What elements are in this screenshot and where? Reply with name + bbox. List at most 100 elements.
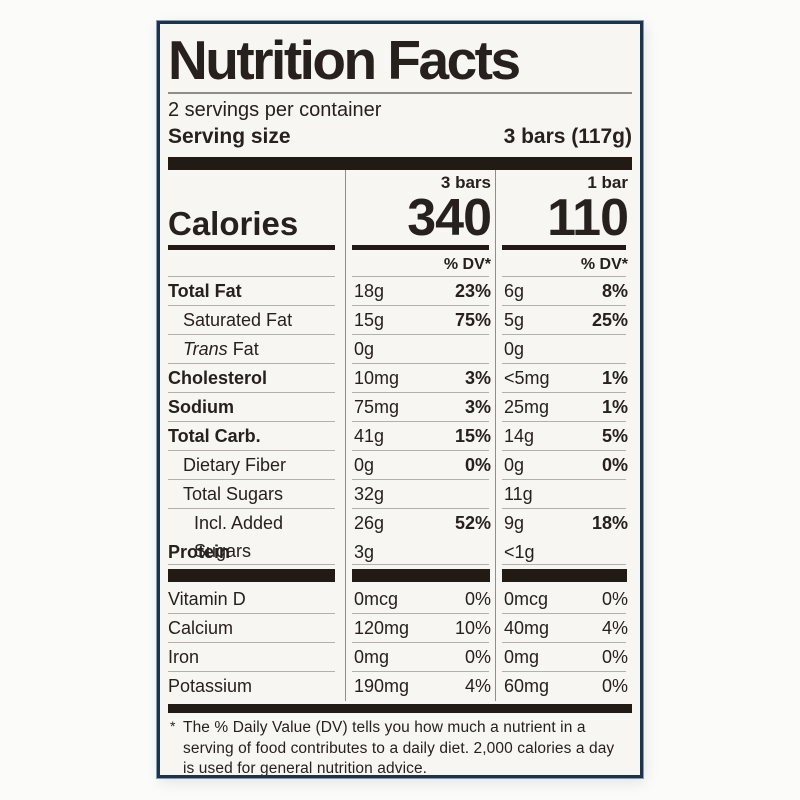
value-cell-3-bars: 190mg 4% [345,672,495,701]
dv-3-bars: 23% [454,281,491,301]
amount-1-bar: 11g [504,484,533,504]
value-cell-3-bars: 75mg 3% [345,393,495,422]
amount-1-bar: 0mcg [504,589,549,609]
value-cell-3-bars: 3g [345,538,495,567]
nutrient-name: Sodium [168,397,234,417]
nutrient-name: Fat [232,339,259,359]
dv-1-bar: 8% [601,281,628,301]
value-cell-1-bar: 25mg 1% [495,393,632,422]
nutrition-facts-label: Nutrition Facts 2 servings per container… [157,21,643,778]
calories-column-headers: 3 bars 1 bar [168,170,632,194]
amount-1-bar: 40mg [504,618,550,638]
label-title: Nutrition Facts [168,29,521,91]
amount-3-bars: 0g [354,455,375,475]
dv-3-bars: 3% [464,368,491,388]
amount-1-bar: 14g [504,426,535,446]
nutrient-name-italic: Trans [183,339,233,359]
serving-size-row: Serving size 3 bars (117g) [168,123,632,151]
nutrient-name-cell: Protein [168,538,345,567]
value-cell-3-bars: 10mg 3% [345,364,495,393]
dv-1-bar: 0% [601,589,628,609]
dv-3-bars: 75% [454,310,491,330]
dv-1-bar: 0% [601,676,628,696]
nutrient-row: Saturated Fat 15g 75% 5g 25% [168,306,632,335]
title-rule [168,92,632,94]
nutrient-name-cell: Trans Fat [168,335,345,364]
nutrient-row: Trans Fat 0g 0g [168,335,632,364]
nutrient-name-cell: Dietary Fiber [168,451,345,480]
nutrient-name-cell: Vitamin D [168,585,345,614]
nutrient-row: Incl. Added Sugars 26g 52% 9g 18% [168,509,632,565]
amount-3-bars: 41g [354,426,385,446]
daily-value-header-row: % DV* % DV* [168,250,632,277]
calories-value-3-bars: 340 [407,189,492,247]
value-cell-1-bar: 6g 8% [495,277,632,306]
value-cell-3-bars: 0mcg 0% [345,585,495,614]
separator-bar-segment [495,567,632,585]
amount-1-bar: 0g [504,455,525,475]
value-cell-1-bar: 14g 5% [495,422,632,451]
nutrient-name-cell: Total Sugars [168,480,345,509]
nutrient-name-cell: Potassium [168,672,345,701]
footnote: * The % Daily Value (DV) tells you how m… [168,713,632,777]
amount-3-bars: 3g [354,542,375,562]
nutrient-rows-section: Total Fat 18g 23% 6g 8% Saturated Fat 15… [168,277,632,567]
nutrient-name-cell: Calcium [168,614,345,643]
dv-3-bars: 52% [454,513,491,533]
amount-3-bars: 0mcg [354,589,399,609]
value-cell-1-bar: <1g [495,538,632,567]
amount-1-bar: 25mg [504,397,550,417]
nutrient-row: Sodium 75mg 3% 25mg 1% [168,393,632,422]
amount-3-bars: 0g [354,339,375,359]
dv-1-bar: 1% [601,397,628,417]
footnote-text: The % Daily Value (DV) tells you how muc… [183,719,615,777]
nutrient-name: Incl. Added Sugars [194,513,284,561]
nutrient-row: Total Sugars 32g 11g [168,480,632,509]
amount-3-bars: 0mg [354,647,390,667]
value-cell-3-bars: 15g 75% [345,306,495,335]
value-cell-1-bar: 9g 18% [495,509,632,565]
nutrient-row: Calcium 120mg 10% 40mg 4% [168,614,632,643]
dv-1-bar: 18% [591,513,628,533]
spacer-cell [168,170,345,194]
dv-3-bars: 15% [454,426,491,446]
nutrient-row: Total Carb. 41g 15% 14g 5% [168,422,632,451]
bottom-thick-bar [168,704,632,713]
value-cell-3-bars: 120mg 10% [345,614,495,643]
nutrient-name: Dietary Fiber [183,455,287,475]
nutrient-name: Protein [168,542,231,562]
separator-bar-segment [168,567,345,585]
value-cell-3-bars: 0g [345,335,495,364]
dv-1-bar: 25% [591,310,628,330]
nutrient-name: Saturated Fat [183,310,293,330]
calories-label-cell: Calories [168,206,345,250]
nutrient-name-cell: Incl. Added Sugars [168,509,345,565]
amount-3-bars: 190mg [354,676,410,696]
nutrient-row: Cholesterol 10mg 3% <5mg 1% [168,364,632,393]
nutrient-name-cell: Total Carb. [168,422,345,451]
servings-per-container: 2 servings per container [168,99,382,121]
value-cell-1-bar: 0mcg 0% [495,585,632,614]
value-cell-3-bars: 18g 23% [345,277,495,306]
calories-value-1-bar: 110 [547,189,629,247]
amount-3-bars: 32g [354,484,385,504]
value-cell-3-bars: 0g 0% [345,451,495,480]
nutrient-name-cell: Cholesterol [168,364,345,393]
amount-3-bars: 15g [354,310,385,330]
nutrient-name-cell: Iron [168,643,345,672]
value-cell-1-bar: 0mg 0% [495,643,632,672]
value-cell-1-bar: 40mg 4% [495,614,632,643]
dv-1-bar: 1% [601,368,628,388]
separator-bar-segment [345,567,495,585]
serving-size-value: 3 bars (117g) [503,125,632,148]
calories-1-bar-cell: 110 [495,189,632,250]
dv-3-bars: 10% [454,618,491,638]
nutrient-name: Total Fat [168,281,242,301]
value-cell-1-bar: 11g [495,480,632,509]
amount-1-bar: 0mg [504,647,540,667]
spacer-cell [168,250,345,277]
dv-1-bar: 5% [601,426,628,446]
nutrient-name-cell: Saturated Fat [168,306,345,335]
amount-3-bars: 75mg [354,397,400,417]
value-cell-1-bar: 0g [495,335,632,364]
